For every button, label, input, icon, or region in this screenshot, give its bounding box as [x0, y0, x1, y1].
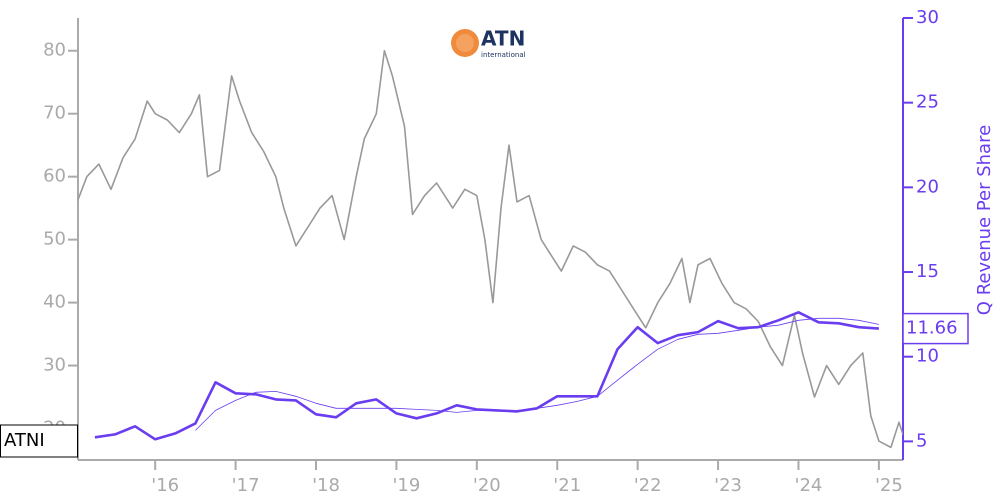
x-tick-label: '25: [875, 475, 903, 496]
x-tick-label: '18: [312, 475, 340, 496]
logo-text: ATN: [481, 27, 525, 51]
x-tick-label: '22: [634, 475, 662, 496]
x-tick-label: '21: [553, 475, 581, 496]
logo-subtext: international: [481, 51, 526, 59]
y-tick-label: 70: [43, 103, 66, 124]
series-line: [94, 311, 879, 441]
ticker-label: ATNI: [4, 430, 45, 451]
y2-tick-label: 20: [916, 176, 939, 197]
y2-tick-label: 10: [916, 346, 939, 367]
last-value-label: 11.66: [906, 318, 958, 339]
y2-tick-label: 15: [916, 261, 939, 282]
x-tick-label: '19: [392, 475, 420, 496]
ticker-box: [0, 424, 78, 458]
y2-tick-label: 30: [916, 7, 939, 28]
x-tick-label: '24: [795, 475, 823, 496]
y-tick-label: 80: [43, 40, 66, 61]
y-tick-label: 60: [43, 166, 66, 187]
y-tick-label: 50: [43, 229, 66, 250]
plot-area: [78, 49, 903, 449]
y-tick-label: 30: [43, 355, 66, 376]
y-tick-label: 40: [43, 292, 66, 313]
series-line: [195, 317, 879, 431]
x-tick-label: '16: [151, 475, 179, 496]
y2-axis-label: Q Revenue Per Share: [974, 125, 995, 315]
x-tick-label: '20: [473, 475, 501, 496]
logo: ATN international: [451, 27, 526, 59]
x-tick-label: '17: [232, 475, 260, 496]
y2-tick-label: 5: [916, 430, 927, 451]
y2-tick-label: 25: [916, 92, 939, 113]
last-value-box: [902, 312, 969, 345]
x-tick-label: '23: [714, 475, 742, 496]
logo-icon-inner: [456, 34, 474, 52]
series-line: [78, 49, 903, 449]
